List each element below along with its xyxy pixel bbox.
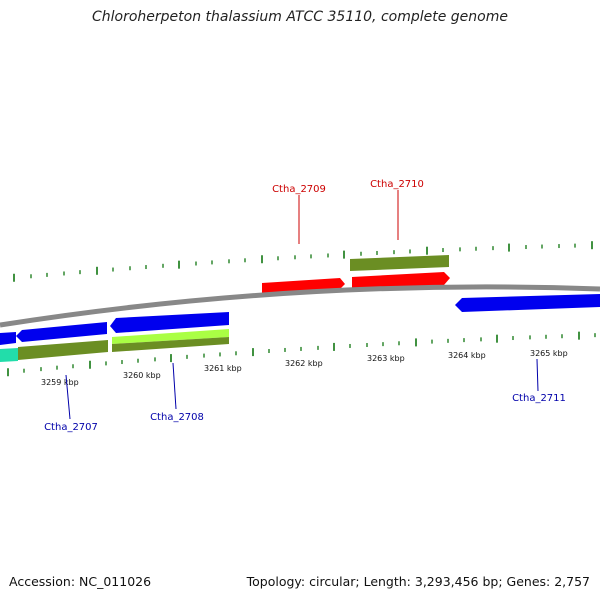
cds-arrow-left-edge[interactable] <box>0 332 16 345</box>
outer-tick-ring <box>13 241 593 282</box>
gene-labels: Ctha_2709 Ctha_2710 Ctha_2707 Ctha_2708 … <box>44 179 566 433</box>
cds-arrow-2708[interactable] <box>110 312 229 333</box>
map-title: Chloroherpeton thalassium ATCC 35110, co… <box>92 9 508 25</box>
gene-feature-2707[interactable] <box>18 340 108 360</box>
cds-arrow-2707[interactable] <box>16 322 107 342</box>
genome-stats-text: Topology: circular; Length: 3,293,456 bp… <box>246 574 590 589</box>
reverse-track <box>0 294 600 362</box>
leader-line <box>536 358 539 392</box>
inner-tick-ring <box>7 331 596 377</box>
scale-label: 3261 kbp <box>204 364 242 373</box>
scale-label: 3264 kbp <box>448 351 486 360</box>
gene-label-2711[interactable]: Ctha_2711 <box>512 393 566 404</box>
rna-feature-2708[interactable] <box>112 329 229 344</box>
scale-label: 3262 kbp <box>285 359 323 368</box>
scale-label: 3265 kbp <box>530 349 568 358</box>
scale-labels: 3259 kbp 3260 kbp 3261 kbp 3262 kbp 3263… <box>41 349 568 387</box>
gene-label-2708[interactable]: Ctha_2708 <box>150 412 204 423</box>
accession-text: Accession: NC_011026 <box>9 574 152 589</box>
gene-label-2707[interactable]: Ctha_2707 <box>44 422 98 433</box>
scale-label: 3259 kbp <box>41 378 79 387</box>
gene-feature-2710[interactable] <box>350 255 449 271</box>
leader-line <box>65 374 71 420</box>
cds-arrow-2710[interactable] <box>352 272 450 289</box>
scale-label: 3263 kbp <box>367 354 405 363</box>
leader-line <box>172 362 177 410</box>
gene-label-2709[interactable]: Ctha_2709 <box>272 184 326 195</box>
gene-feature-2708[interactable] <box>112 337 229 352</box>
cds-arrow-2711[interactable] <box>455 294 600 312</box>
scale-label: 3260 kbp <box>123 371 161 380</box>
misc-feature-left[interactable] <box>0 348 18 362</box>
genome-backbone <box>0 284 600 328</box>
gene-label-2710[interactable]: Ctha_2710 <box>370 179 424 190</box>
